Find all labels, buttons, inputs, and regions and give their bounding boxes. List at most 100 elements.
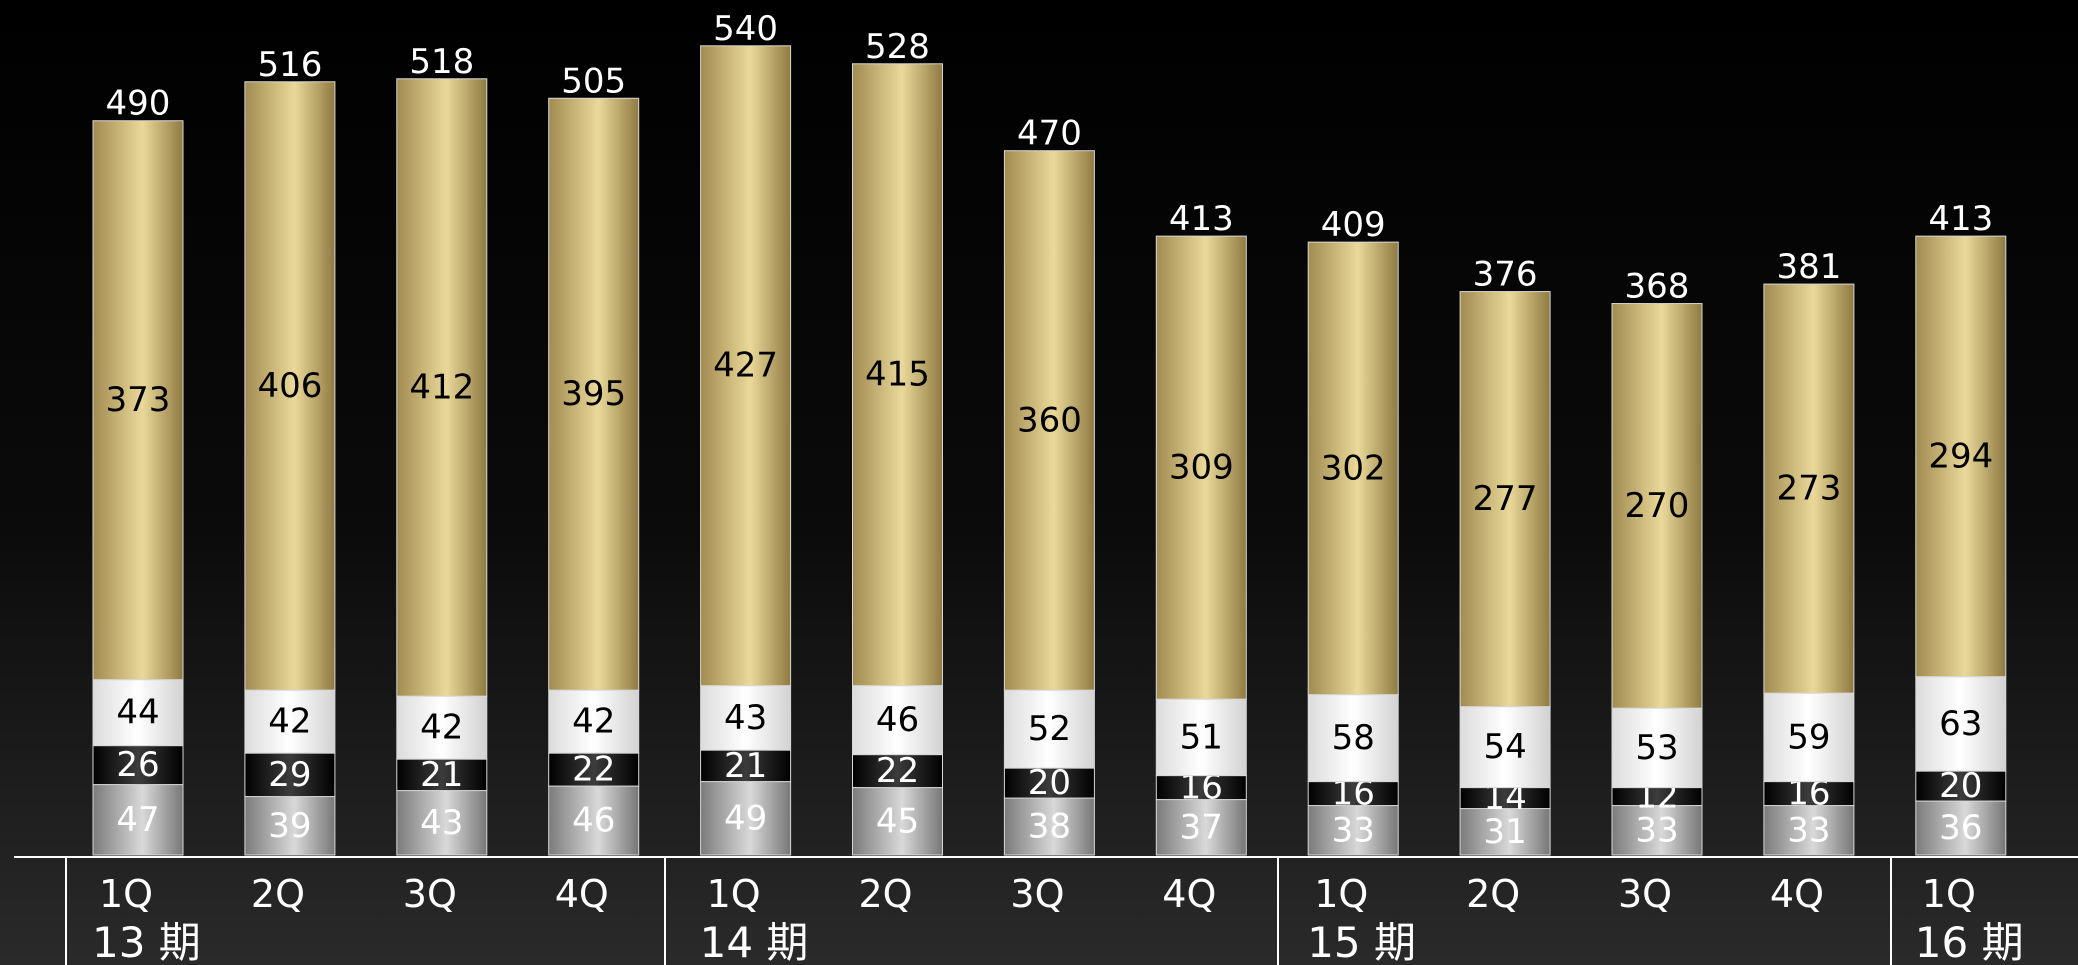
data-label: 294 xyxy=(1928,436,1993,476)
data-label: 309 xyxy=(1169,448,1234,488)
segment-gold xyxy=(1003,150,1095,691)
segment-white xyxy=(1003,689,1095,769)
segment-gold xyxy=(396,78,488,697)
segment-gray xyxy=(92,784,184,856)
bar-stack: 45 22 46 415 528 xyxy=(852,27,943,856)
data-label: 20 xyxy=(1028,763,1071,803)
segment-white xyxy=(1611,707,1703,789)
segment-black xyxy=(1003,767,1095,799)
data-label: 302 xyxy=(1321,448,1386,488)
x-tick-label: 3Q xyxy=(1618,872,1672,916)
segment-black xyxy=(1915,770,2007,802)
period-label: 16 期 xyxy=(1915,918,2024,965)
data-label: 415 xyxy=(865,355,930,395)
data-label: 21 xyxy=(420,755,463,795)
data-label: 20 xyxy=(1939,766,1982,806)
segment-gray xyxy=(852,787,943,856)
segment-white xyxy=(1307,694,1399,783)
data-label: 59 xyxy=(1787,717,1830,757)
segment-gray xyxy=(396,790,488,856)
period-label: 15 期 xyxy=(1307,918,1416,965)
data-label: 44 xyxy=(116,693,159,733)
segment-gray xyxy=(700,781,792,856)
segment-white xyxy=(244,689,336,754)
segment-gold xyxy=(1307,241,1399,696)
data-label: 427 xyxy=(713,346,778,386)
segment-gold xyxy=(548,97,640,691)
total-label: 376 xyxy=(1473,255,1538,295)
total-label: 505 xyxy=(561,61,626,101)
data-label: 33 xyxy=(1787,810,1830,850)
data-label: 45 xyxy=(876,801,919,841)
data-label: 277 xyxy=(1473,479,1538,519)
data-label: 43 xyxy=(724,698,767,738)
x-tick-label: 3Q xyxy=(1010,872,1064,916)
total-label: 540 xyxy=(713,9,778,49)
segment-gold xyxy=(1763,283,1855,694)
data-label: 53 xyxy=(1635,728,1678,768)
x-tick-label: 1Q xyxy=(1922,872,1976,916)
data-label: 52 xyxy=(1028,709,1071,749)
segment-white xyxy=(852,685,943,756)
data-label: 43 xyxy=(420,803,463,843)
total-label: 413 xyxy=(1928,199,1993,239)
segment-black xyxy=(244,752,336,798)
data-label: 63 xyxy=(1939,704,1982,744)
total-label: 490 xyxy=(106,84,171,124)
x-tick-label: 4Q xyxy=(1770,872,1824,916)
segment-gold xyxy=(1611,303,1703,709)
data-label: 46 xyxy=(572,801,615,841)
data-label: 273 xyxy=(1776,469,1841,509)
data-label: 33 xyxy=(1332,810,1375,850)
total-label: 518 xyxy=(409,42,474,82)
x-tick-label: 1Q xyxy=(707,872,761,916)
data-label: 26 xyxy=(116,745,159,785)
data-label: 31 xyxy=(1483,812,1526,852)
x-tick-label: 4Q xyxy=(555,872,609,916)
segment-white xyxy=(548,689,640,754)
x-tick-label: 2Q xyxy=(251,872,305,916)
segment-gray xyxy=(1763,805,1855,856)
segment-black xyxy=(92,745,184,786)
bar-stack: 46 22 42 395 505 xyxy=(548,61,640,856)
total-label: 409 xyxy=(1321,205,1386,245)
segment-gold xyxy=(852,63,943,687)
x-tick-label: 3Q xyxy=(403,872,457,916)
segment-gray xyxy=(1611,805,1703,856)
data-label: 406 xyxy=(257,366,322,406)
segment-gray xyxy=(1915,800,2007,856)
data-label: 412 xyxy=(409,367,474,407)
bar-stack: 43 21 42 412 518 xyxy=(396,42,488,856)
data-label: 395 xyxy=(561,374,626,414)
segment-gold xyxy=(1459,291,1551,708)
data-label: 39 xyxy=(268,806,311,846)
data-label: 42 xyxy=(268,702,311,742)
segment-gold xyxy=(1155,235,1247,700)
period-label: 14 期 xyxy=(700,918,809,965)
bar-stack: 39 29 42 406 516 xyxy=(244,45,336,856)
data-label: 38 xyxy=(1028,807,1071,847)
segment-white xyxy=(1915,676,2007,772)
data-label: 373 xyxy=(106,380,171,420)
data-label: 270 xyxy=(1625,486,1690,526)
segment-gray xyxy=(548,785,640,856)
total-label: 528 xyxy=(865,27,930,67)
data-label: 29 xyxy=(268,755,311,795)
bar-stack: 49 21 43 427 540 xyxy=(700,9,792,856)
total-label: 381 xyxy=(1776,247,1841,287)
segment-black xyxy=(396,758,488,792)
data-label: 58 xyxy=(1332,718,1375,758)
data-label: 46 xyxy=(876,700,919,740)
x-tick-label: 2Q xyxy=(1466,872,1520,916)
x-tick-label: 1Q xyxy=(99,872,153,916)
segment-gold xyxy=(244,81,336,691)
segment-gold xyxy=(700,45,792,687)
segment-gray xyxy=(244,796,336,856)
